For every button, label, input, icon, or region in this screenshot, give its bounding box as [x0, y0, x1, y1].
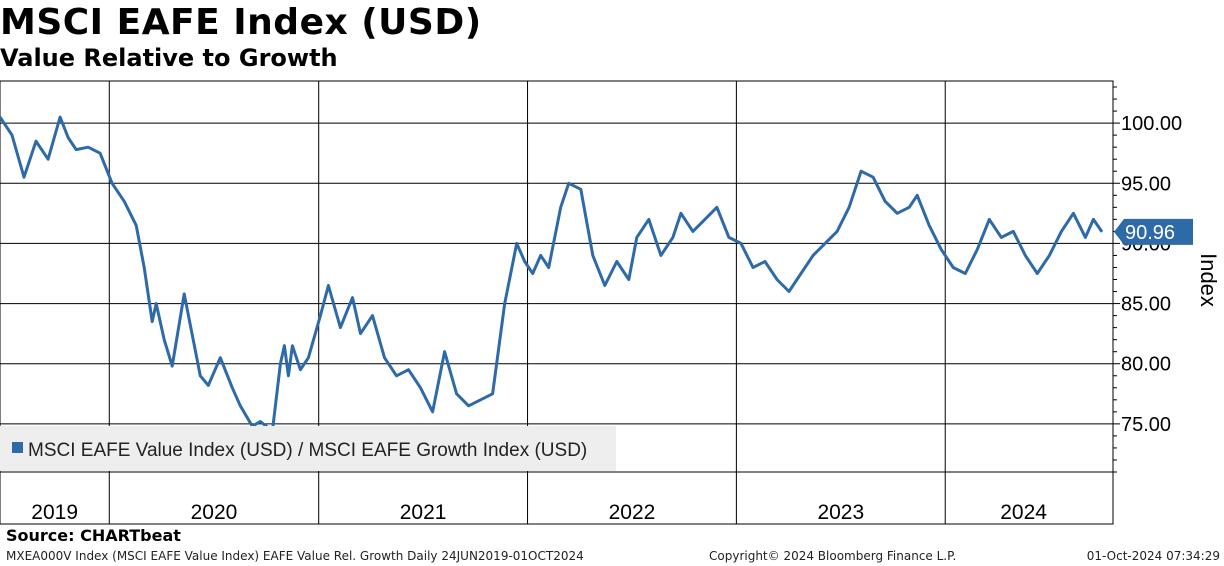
footer-timestamp: 01-Oct-2024 07:34:29: [1086, 549, 1220, 563]
last-value-label: 90.96: [1125, 222, 1175, 244]
legend-label: MSCI EAFE Value Index (USD) / MSCI EAFE …: [28, 440, 587, 461]
chart-title: MSCI EAFE Index (USD): [0, 2, 482, 43]
last-value-box: [1114, 218, 1193, 245]
legend-background: [0, 426, 616, 471]
axes: [0, 80, 1114, 525]
x-tick-label: 2023: [817, 501, 864, 524]
x-tick-label: 2019: [31, 501, 78, 524]
y-tick-label: 85.00: [1121, 294, 1171, 316]
footer-description: MXEA000V Index (MSCI EAFE Value Index) E…: [6, 549, 584, 563]
y-axis-label: Index: [1196, 253, 1221, 307]
series-line: [0, 115, 1104, 433]
x-axis-ticks: 2019 2020 2021 2022 2023 2024: [31, 501, 1047, 524]
y-tick-label: 80.00: [1121, 354, 1171, 376]
x-tick-label: 2020: [191, 501, 238, 524]
y-tick-label: 75.00: [1121, 414, 1171, 436]
source-note: Source: CHARTbeat: [6, 526, 181, 545]
legend-swatch: [12, 442, 23, 453]
y-tick-label: 95.00: [1121, 173, 1171, 195]
x-tick-label: 2021: [400, 501, 447, 524]
last-value-tag: 90.96: [1114, 218, 1193, 245]
y-tick-label: 100.00: [1121, 113, 1182, 135]
x-tick-label: 2024: [1000, 501, 1047, 524]
legend: MSCI EAFE Value Index (USD) / MSCI EAFE …: [0, 426, 616, 471]
x-tick-label: 2022: [609, 501, 656, 524]
plot-frame: [0, 80, 1114, 525]
series: [0, 115, 1104, 433]
chart-subtitle: Value Relative to Growth: [0, 44, 338, 72]
footer-copyright: Copyright© 2024 Bloomberg Finance L.P.: [709, 549, 957, 563]
